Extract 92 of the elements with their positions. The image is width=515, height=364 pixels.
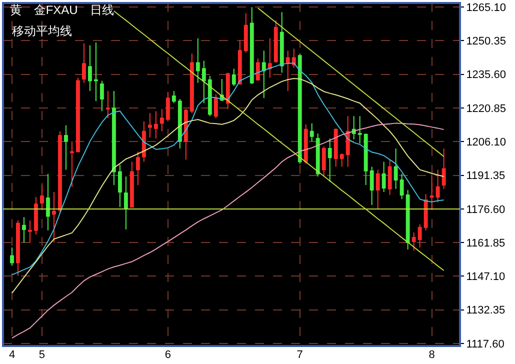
candlestick	[232, 68, 236, 87]
candlestick	[94, 42, 98, 102]
candlestick	[196, 38, 200, 84]
candlestick	[190, 53, 194, 114]
candlestick	[136, 151, 140, 186]
x-tick-label: 8	[428, 349, 435, 361]
candlestick	[166, 91, 170, 122]
candlestick	[148, 112, 152, 138]
candlestick	[250, 6, 254, 84]
candlestick	[316, 132, 320, 178]
candlestick	[364, 132, 368, 186]
candlestick	[274, 20, 278, 64]
x-tick-label: 5	[38, 349, 46, 361]
y-tick-label: 1147.10	[466, 271, 506, 284]
candlestick	[10, 246, 14, 266]
candlestick	[382, 161, 386, 193]
y-tick-label: 1161.85	[466, 237, 506, 250]
candlestick	[226, 72, 230, 110]
candlestick	[412, 232, 416, 252]
candlestick	[22, 216, 26, 243]
candlestick	[424, 194, 428, 231]
candlestick	[388, 159, 392, 196]
candlestick	[328, 138, 332, 182]
candlestick	[46, 173, 50, 231]
candlestick	[430, 174, 434, 210]
candlestick	[112, 90, 116, 186]
candlestick	[214, 94, 218, 119]
candlestick	[262, 50, 266, 99]
candlestick	[346, 116, 350, 168]
candlestick	[16, 220, 20, 276]
candlestick	[406, 190, 410, 250]
candlestick	[172, 90, 176, 104]
chart-title: 黄 金FXAU 日线	[10, 2, 114, 17]
x-tick-label: 6	[164, 349, 171, 361]
y-tick-label: 1250.35	[466, 36, 506, 48]
candlestick	[292, 48, 296, 68]
candlestick	[142, 120, 146, 162]
candlestick	[28, 220, 32, 243]
candlestick	[298, 53, 302, 164]
candlestick	[106, 90, 110, 119]
candlestick	[130, 161, 134, 208]
candlestick	[202, 60, 206, 104]
candlestick	[334, 128, 338, 168]
candlestick	[436, 169, 440, 203]
candlestick	[118, 164, 122, 208]
candlestick	[256, 58, 260, 82]
y-tick-label: 1132.35	[466, 304, 506, 317]
candlestick	[82, 42, 86, 84]
x-tick-label: 4	[8, 349, 16, 361]
x-tick-label: 7	[296, 349, 303, 361]
candlestick	[70, 140, 74, 188]
y-tick-label: 1191.35	[466, 170, 506, 182]
candlestick	[100, 80, 104, 112]
candlestick	[352, 116, 356, 140]
candlestick	[358, 116, 362, 144]
candlestick	[304, 124, 308, 164]
candlestick	[160, 108, 164, 132]
y-tick-label: 1206.10	[466, 136, 506, 149]
candlestick	[400, 173, 404, 200]
y-tick-label: 1235.60	[466, 69, 506, 82]
candlestick	[52, 192, 56, 243]
candlestick	[442, 148, 446, 190]
candlestick	[124, 176, 128, 230]
candlestick	[310, 122, 314, 142]
candlestick	[58, 130, 62, 213]
candlestick	[394, 148, 398, 190]
candlestick	[34, 196, 38, 235]
candlestick	[370, 166, 374, 206]
candlestick	[286, 50, 290, 92]
candlestick	[154, 110, 158, 139]
candlestick	[244, 12, 248, 53]
candlestick	[322, 146, 326, 178]
line-series	[12, 122, 444, 339]
candlestick	[40, 184, 44, 211]
candlestick	[178, 98, 182, 149]
candlestick	[184, 108, 188, 160]
text: 移动平均线	[12, 24, 72, 38]
candlestick	[238, 40, 242, 84]
line-series	[257, 8, 444, 157]
candlestick	[418, 224, 422, 248]
candlestick	[340, 153, 344, 168]
candlestick	[76, 77, 80, 152]
candlestick	[280, 12, 284, 74]
candlestick	[376, 169, 380, 210]
candlestick	[208, 75, 212, 117]
candlestick	[64, 124, 68, 170]
y-tick-label: 1176.60	[466, 204, 506, 216]
candlestick	[88, 44, 92, 92]
y-tick-label: 1117.60	[466, 338, 504, 350]
y-tick-label: 1220.85	[466, 102, 506, 115]
candlestick	[268, 38, 272, 78]
y-tick-label: 1265.10	[466, 2, 506, 14]
